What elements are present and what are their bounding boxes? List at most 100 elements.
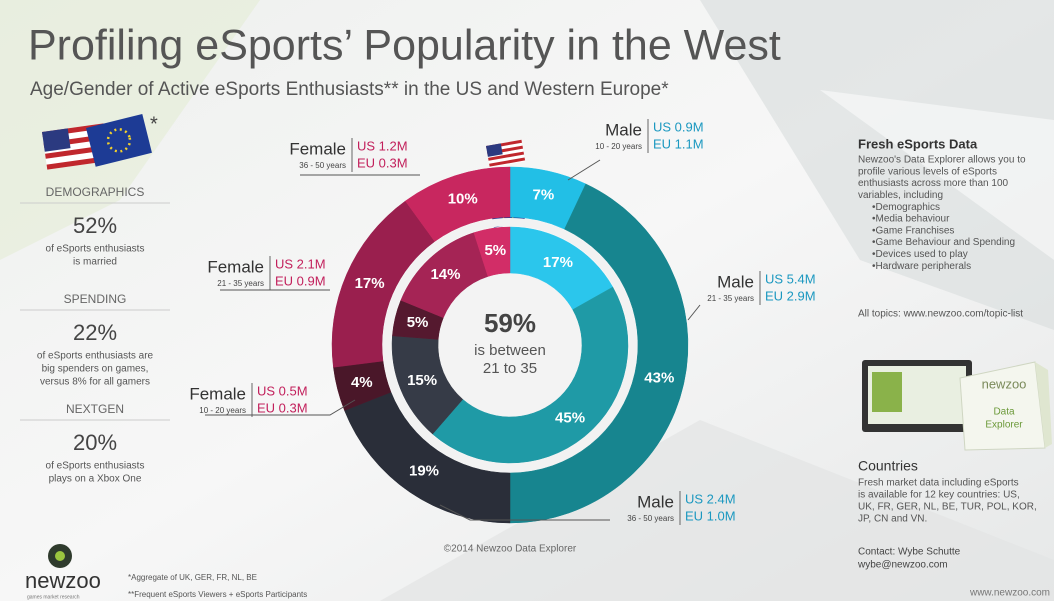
stat-text: big spenders on games, <box>42 364 149 375</box>
donut-segment <box>432 286 629 464</box>
annotation-eu: EU 0.9M <box>275 273 326 288</box>
panel-text: UK, FR, GER, NL, BE, TUR, POL, KOR, <box>858 502 1037 513</box>
panel-text: •Game Franchises <box>872 225 954 236</box>
segment-label: 5% <box>407 314 429 331</box>
panel-text: •Game Behaviour and Spending <box>872 237 1015 248</box>
panel-text: •Hardware peripherals <box>872 261 971 272</box>
product-box <box>862 360 1052 451</box>
bg-shape <box>700 0 1054 330</box>
product-brand: newzoo <box>982 376 1027 391</box>
center-text: is between <box>474 342 546 359</box>
leader-line <box>205 399 356 416</box>
annotation-age: 21 - 35 years <box>217 279 264 288</box>
footnote: *Aggregate of UK, GER, FR, NL, BE <box>128 573 257 582</box>
leader-line <box>439 504 610 521</box>
donut-segment <box>405 166 511 242</box>
annotation-age: 36 - 50 years <box>299 161 346 170</box>
title: Profiling eSports’ Popularity in the Wes… <box>28 21 781 69</box>
center-text: 21 to 35 <box>483 360 537 377</box>
annotation-eu: EU 0.3M <box>257 400 308 415</box>
panel-text: Fresh market data including eSports <box>858 478 1019 489</box>
bg-shape <box>380 420 1054 601</box>
annotation-gender: Male <box>717 272 754 291</box>
annotation-us: US 5.4M <box>765 271 816 286</box>
countries-title: Countries <box>858 458 918 474</box>
segment-label: 7% <box>533 187 555 204</box>
tagline: games market research <box>27 594 80 600</box>
segment-label: 5% <box>484 242 506 259</box>
asterisk: * <box>150 113 158 135</box>
stat-text: is married <box>73 257 117 268</box>
annotation-age: 10 - 20 years <box>595 142 642 151</box>
annotation-gender: Female <box>207 257 264 276</box>
segment-label: 45% <box>555 410 585 427</box>
panel-text: JP, CN and VN. <box>858 514 927 525</box>
brand: newzoo <box>25 568 101 593</box>
bg-shape <box>820 90 1054 260</box>
product-text: Explorer <box>985 420 1023 431</box>
product-text: Data <box>993 407 1015 418</box>
stat: 20% <box>73 430 117 455</box>
annotation-age: 10 - 20 years <box>199 406 246 415</box>
panel-text: is available for 12 key countries: US, <box>858 490 1020 501</box>
section-heading: NEXTGEN <box>66 402 124 416</box>
annotation-eu: EU 0.3M <box>357 155 408 170</box>
leader-line <box>687 304 701 321</box>
annotation-gender: Male <box>605 120 642 139</box>
section-heading: DEMOGRAPHICS <box>46 185 145 199</box>
panel-text: •Demographics <box>872 202 940 213</box>
annotation-gender: Male <box>637 492 674 511</box>
contact-text: wybe@newzoo.com <box>857 560 948 571</box>
segment-label: 17% <box>543 254 573 271</box>
panel-text: Newzoo's Data Explorer allows you to <box>858 155 1026 166</box>
segment-label: 17% <box>355 275 385 292</box>
annotation-us: US 2.4M <box>685 491 736 506</box>
panel-text: enthusiasts across more than 100 <box>858 178 1009 189</box>
annotation-us: US 0.5M <box>257 383 308 398</box>
annotation-eu: EU 2.9M <box>765 288 816 303</box>
segment-label: 14% <box>430 266 460 283</box>
stat: 52% <box>73 213 117 238</box>
eu-flag <box>86 113 152 167</box>
panel-title: Fresh eSports Data <box>858 136 978 151</box>
subtitle: Age/Gender of Active eSports Enthusiasts… <box>30 79 669 100</box>
stat-text: of eSports enthusiasts are <box>37 351 154 362</box>
center-stat: 59% <box>484 308 536 338</box>
annotation-eu: EU 1.1M <box>653 136 704 151</box>
annotation-age: 36 - 50 years <box>627 514 674 523</box>
segment-label: 10% <box>448 190 478 207</box>
stat-text: versus 8% for all gamers <box>40 377 150 388</box>
panel-text: •Devices used to play <box>872 249 968 260</box>
contact-text: Contact: Wybe Schutte <box>858 547 961 558</box>
credit: ©2014 Newzoo Data Explorer <box>444 544 577 555</box>
annotation-gender: Female <box>189 384 246 403</box>
website: www.newzoo.com <box>969 588 1050 599</box>
logo-icon-dot <box>55 551 65 561</box>
footnote: **Frequent eSports Viewers + eSports Par… <box>128 590 307 599</box>
annotation-us: US 1.2M <box>357 138 408 153</box>
us-flag-small <box>486 139 526 168</box>
annotation-us: US 2.1M <box>275 256 326 271</box>
stat-text: of eSports enthusiasts <box>46 244 145 255</box>
segment-label: 43% <box>644 369 674 386</box>
panel-text: profile various levels of eSports <box>858 166 997 177</box>
segment-label: 19% <box>409 463 439 480</box>
annotation-eu: EU 1.0M <box>685 508 736 523</box>
segment-label: 15% <box>407 372 437 389</box>
stat-text: plays on a Xbox One <box>49 474 142 485</box>
annotation-gender: Female <box>289 139 346 158</box>
annotation-age: 21 - 35 years <box>707 294 754 303</box>
section-heading: SPENDING <box>64 292 127 306</box>
panel-text: variables, including <box>858 190 943 201</box>
stat-text: of eSports enthusiasts <box>46 461 145 472</box>
panel-link: All topics: www.newzoo.com/topic-list <box>858 309 1023 320</box>
center-disc <box>438 273 582 417</box>
ring-gap <box>383 218 637 472</box>
donut-segment <box>473 226 511 277</box>
stat: 22% <box>73 320 117 345</box>
annotation-us: US 0.9M <box>653 119 704 134</box>
panel-text: •Media behaviour <box>872 214 950 225</box>
leader-line <box>567 159 601 181</box>
